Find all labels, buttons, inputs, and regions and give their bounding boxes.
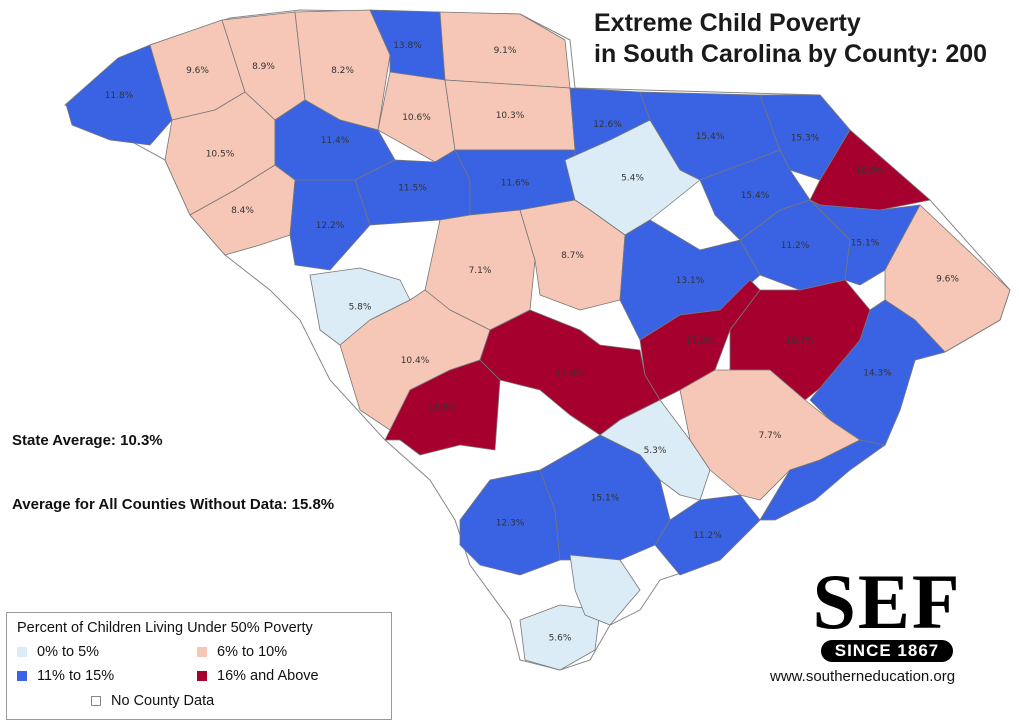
county-value-label: 15.3% bbox=[791, 134, 820, 144]
county-region bbox=[384, 359, 501, 456]
legend-label: No County Data bbox=[111, 693, 215, 709]
legend-label: 16% and Above bbox=[217, 668, 319, 684]
county-value-label: 8.4% bbox=[231, 206, 254, 216]
sef-logo-text: SEF bbox=[812, 558, 962, 645]
county-region-unlabeled bbox=[569, 554, 641, 626]
county-value-label: 12.2% bbox=[316, 221, 345, 231]
sef-logo: SEF SINCE 1867 bbox=[812, 558, 962, 662]
county-value-label: 10.4% bbox=[401, 356, 430, 366]
legend-item: 0% to 5% bbox=[17, 644, 99, 660]
county-value-label: 9.1% bbox=[494, 46, 517, 56]
county-value-label: 10.3% bbox=[496, 111, 525, 121]
county-value-label: 10.5% bbox=[206, 150, 235, 160]
county-value-label: 14.3% bbox=[863, 369, 892, 379]
county-value-label: 17.3% bbox=[686, 336, 715, 346]
county-region bbox=[809, 299, 946, 446]
county-value-label: 11.5% bbox=[398, 184, 427, 194]
county-value-label: 5.3% bbox=[644, 446, 667, 456]
county-value-label: 5.6% bbox=[549, 634, 572, 644]
county-value-label: 11.6% bbox=[501, 179, 530, 189]
county-value-label: 8.7% bbox=[561, 251, 584, 261]
county-value-label: 13.8% bbox=[393, 41, 422, 51]
legend-item: 16% and Above bbox=[197, 668, 319, 684]
county-value-label: 15.4% bbox=[696, 132, 725, 142]
county-value-label: 15.4% bbox=[741, 191, 770, 201]
county-value-label: 8.9% bbox=[252, 62, 275, 72]
legend-swatch bbox=[17, 647, 27, 657]
county-value-label: 7.1% bbox=[469, 266, 492, 276]
legend-label: 6% to 10% bbox=[217, 644, 288, 660]
county-value-label: 17.8% bbox=[556, 369, 585, 379]
county-value-label: 5.4% bbox=[621, 174, 644, 184]
county-value-label: 15.1% bbox=[591, 494, 620, 504]
county-value-label: 19.7% bbox=[786, 336, 815, 346]
legend-item: 6% to 10% bbox=[197, 644, 287, 660]
county-value-label: 11.2% bbox=[693, 531, 722, 541]
county-value-label: 5.8% bbox=[349, 303, 372, 313]
county-value-label: 8.2% bbox=[331, 66, 354, 76]
county-region bbox=[65, 44, 173, 146]
county-value-label: 18.9% bbox=[856, 166, 885, 176]
map-title: Extreme Child Poverty in South Carolina … bbox=[594, 8, 987, 70]
county-value-label: 11.8% bbox=[105, 91, 134, 101]
county-value-label: 13.1% bbox=[676, 276, 705, 286]
county-value-label: 11.4% bbox=[321, 136, 350, 146]
average-without-data-text: Average for All Counties Without Data: 1… bbox=[12, 496, 335, 513]
county-value-label: 12.6% bbox=[593, 120, 622, 130]
county-value-label: 10.6% bbox=[402, 113, 431, 123]
county-value-label: 11.2% bbox=[781, 241, 810, 251]
state-average-text: State Average: 10.3% bbox=[12, 432, 163, 449]
legend-label: 11% to 15% bbox=[37, 668, 115, 684]
legend-box: Percent of Children Living Under 50% Pov… bbox=[6, 612, 392, 720]
sef-since-badge: SINCE 1867 bbox=[820, 640, 954, 662]
legend-label: 0% to 5% bbox=[37, 644, 100, 660]
county-value-label: 12.3% bbox=[496, 519, 525, 529]
county-value-label: 7.7% bbox=[759, 431, 782, 441]
county-value-label: 15.1% bbox=[851, 239, 880, 249]
website-url[interactable]: www.southerneducation.org bbox=[770, 668, 956, 685]
legend-item: 11% to 15% bbox=[17, 668, 114, 684]
legend-swatch bbox=[91, 696, 101, 706]
county-value-label: 9.6% bbox=[186, 66, 209, 76]
map-title-line1: Extreme Child Poverty bbox=[594, 9, 861, 37]
legend-title: Percent of Children Living Under 50% Pov… bbox=[17, 620, 313, 636]
county-value-label: 16.5% bbox=[428, 404, 457, 414]
county-region bbox=[654, 494, 761, 576]
legend-swatch bbox=[197, 671, 207, 681]
map-title-line2: in South Carolina by County: 200 bbox=[594, 40, 988, 68]
legend-swatch bbox=[197, 647, 207, 657]
legend-item: No County Data bbox=[91, 693, 214, 709]
county-region bbox=[439, 11, 571, 89]
county-region-unlabeled bbox=[759, 439, 886, 521]
county-region bbox=[289, 179, 371, 271]
legend-swatch bbox=[17, 671, 27, 681]
county-region bbox=[519, 604, 601, 671]
county-value-label: 9.6% bbox=[936, 275, 959, 285]
